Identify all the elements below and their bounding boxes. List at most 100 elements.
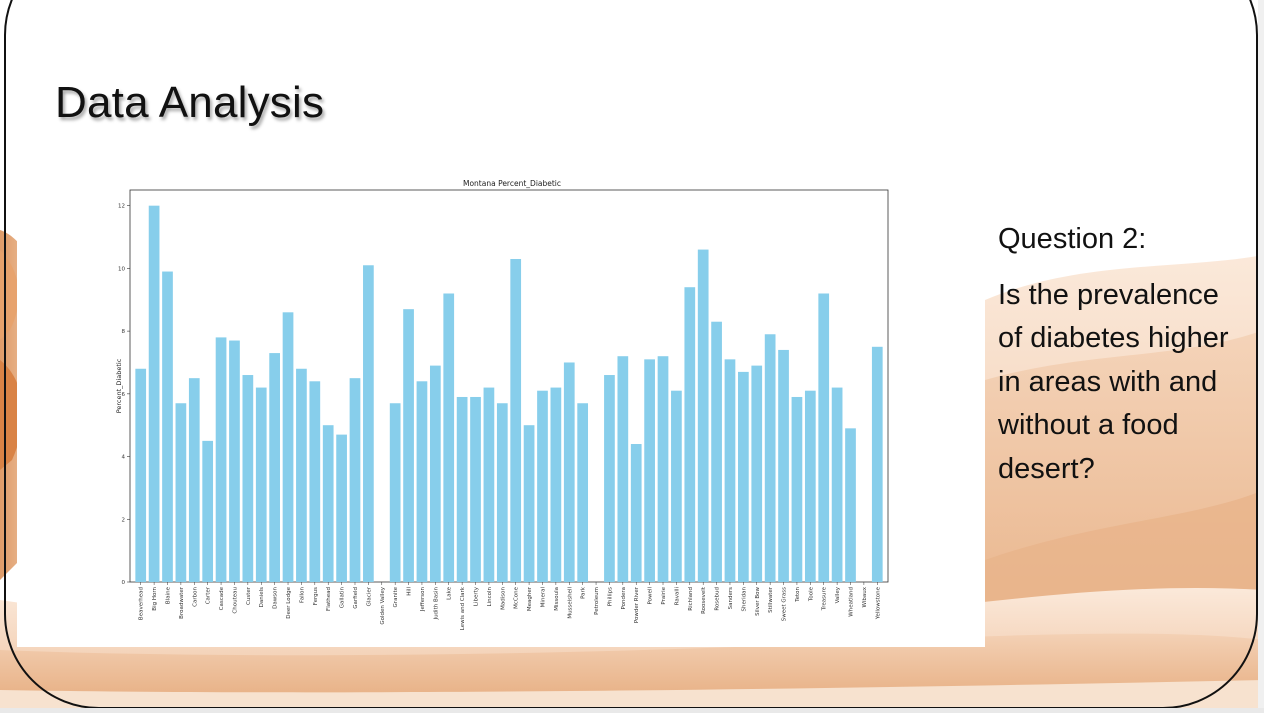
bar: [831, 387, 843, 582]
x-tick-label: Lake: [447, 586, 453, 599]
x-tick-label: Meagher: [527, 586, 533, 611]
y-tick-label: 12: [118, 204, 125, 210]
bar: [443, 293, 455, 582]
x-tick-label: Roosevelt: [701, 586, 707, 614]
bar: [389, 403, 401, 582]
bar: [470, 396, 481, 582]
x-tick-label: Lewis and Clark: [460, 586, 466, 630]
x-tick-label: Deer Lodge: [286, 586, 292, 618]
chart-title: Montana Percent_Diabetic: [463, 179, 561, 188]
scrollbar-track: [1258, 0, 1264, 713]
x-tick-label: Valley: [835, 586, 841, 603]
question-box: Question 2: Is the prevalence of diabete…: [998, 218, 1238, 491]
bar: [550, 387, 562, 582]
x-tick-label: Powder River: [634, 586, 640, 623]
x-tick-label: Carbon: [192, 587, 198, 607]
bar-chart: Montana Percent_Diabetic Percent_Diabeti…: [115, 179, 889, 630]
bar: [510, 258, 522, 582]
x-tick-label: Cascade: [219, 586, 225, 610]
x-tick-label: McCone: [514, 586, 520, 608]
x-tick-label: Richland: [688, 587, 694, 611]
y-tick-label: 10: [118, 266, 125, 272]
bars: [135, 205, 883, 583]
y-axis: 0 2 4 6 8 10 12: [118, 204, 130, 586]
x-tick-label: Prairie: [661, 586, 667, 604]
bar: [363, 265, 374, 582]
x-axis: Beaverhead Big Horn Blaine Broadwater Carbon…: [139, 582, 881, 630]
x-tick-label: Stillwater: [768, 586, 774, 613]
bar: [336, 434, 347, 582]
x-tick-label: Wheatland: [849, 587, 855, 617]
bar: [738, 371, 749, 582]
x-tick-label: Blaine: [165, 586, 171, 604]
bar: [845, 428, 856, 582]
x-tick-label: Big Horn: [152, 586, 158, 610]
bar: [804, 390, 816, 582]
x-tick-label: Rosebud: [715, 587, 721, 611]
x-tick-label: Fergus: [313, 587, 319, 605]
x-tick-label: Lincoln: [487, 586, 493, 606]
x-tick-label: Golden Valley: [380, 586, 386, 624]
x-tick-label: Treasure: [822, 586, 828, 611]
bar: [282, 312, 294, 582]
bar: [483, 387, 495, 582]
bar: [617, 356, 629, 582]
x-tick-label: Sanders: [728, 587, 734, 609]
question-text: Is the prevalence of diabetes higher in …: [998, 278, 1229, 485]
x-tick-label: Missoula: [554, 587, 560, 611]
x-tick-label: Flathead: [326, 587, 332, 611]
x-tick-label: Park: [581, 586, 587, 599]
x-tick-label: Wibaux: [862, 586, 868, 607]
x-tick-label: Toole: [808, 586, 814, 602]
bar: [563, 362, 575, 582]
bar: [162, 271, 173, 582]
bar: [403, 309, 414, 582]
y-axis-label: Percent_Diabetic: [115, 358, 123, 413]
x-tick-label: Sheridan: [741, 586, 747, 611]
bar: [791, 396, 803, 582]
bar: [711, 321, 722, 582]
bar: [148, 205, 160, 582]
bar: [778, 349, 789, 582]
x-tick-label: Yellowstone: [875, 586, 881, 620]
bar: [630, 444, 642, 582]
bar: [657, 356, 669, 582]
bar: [764, 334, 776, 582]
y-tick-label: 6: [122, 392, 126, 398]
x-tick-label: Judith Basin: [433, 586, 439, 620]
x-tick-label: Silver Bow: [755, 587, 761, 616]
bar: [309, 381, 321, 582]
bar: [416, 381, 428, 582]
x-tick-label: Musselshell: [567, 587, 573, 619]
bar: [188, 378, 200, 582]
bar: [671, 390, 682, 582]
bar: [456, 396, 468, 582]
bar: [818, 293, 830, 582]
bar: [724, 359, 736, 582]
x-tick-label: Daniels: [259, 587, 265, 608]
x-tick-label: Pondera: [621, 587, 627, 609]
bar: [496, 403, 508, 582]
bar: [523, 425, 535, 582]
x-tick-label: Gallatin: [340, 586, 346, 608]
slide-title: Data Analysis: [55, 78, 325, 127]
bar: [871, 346, 883, 582]
x-tick-label: Sweet Grass: [782, 587, 788, 621]
bar: [269, 353, 280, 582]
x-tick-label: Broadwater: [179, 586, 185, 619]
bar: [751, 365, 763, 582]
x-tick-label: Fallon: [299, 586, 305, 602]
chart-panel: Montana Percent_Diabetic Percent_Diabeti…: [17, 162, 985, 647]
y-tick-label: 8: [122, 329, 126, 335]
bar: [604, 375, 615, 582]
x-tick-label: Phillips: [607, 587, 613, 606]
x-tick-label: Dawson: [273, 586, 279, 608]
bar: [322, 425, 334, 582]
x-tick-label: Powell: [648, 587, 654, 605]
x-tick-label: Hill: [407, 587, 413, 596]
x-tick-label: Madison: [500, 586, 506, 609]
x-tick-label: Jefferson: [420, 587, 426, 613]
x-tick-label: Mineral: [540, 587, 546, 608]
